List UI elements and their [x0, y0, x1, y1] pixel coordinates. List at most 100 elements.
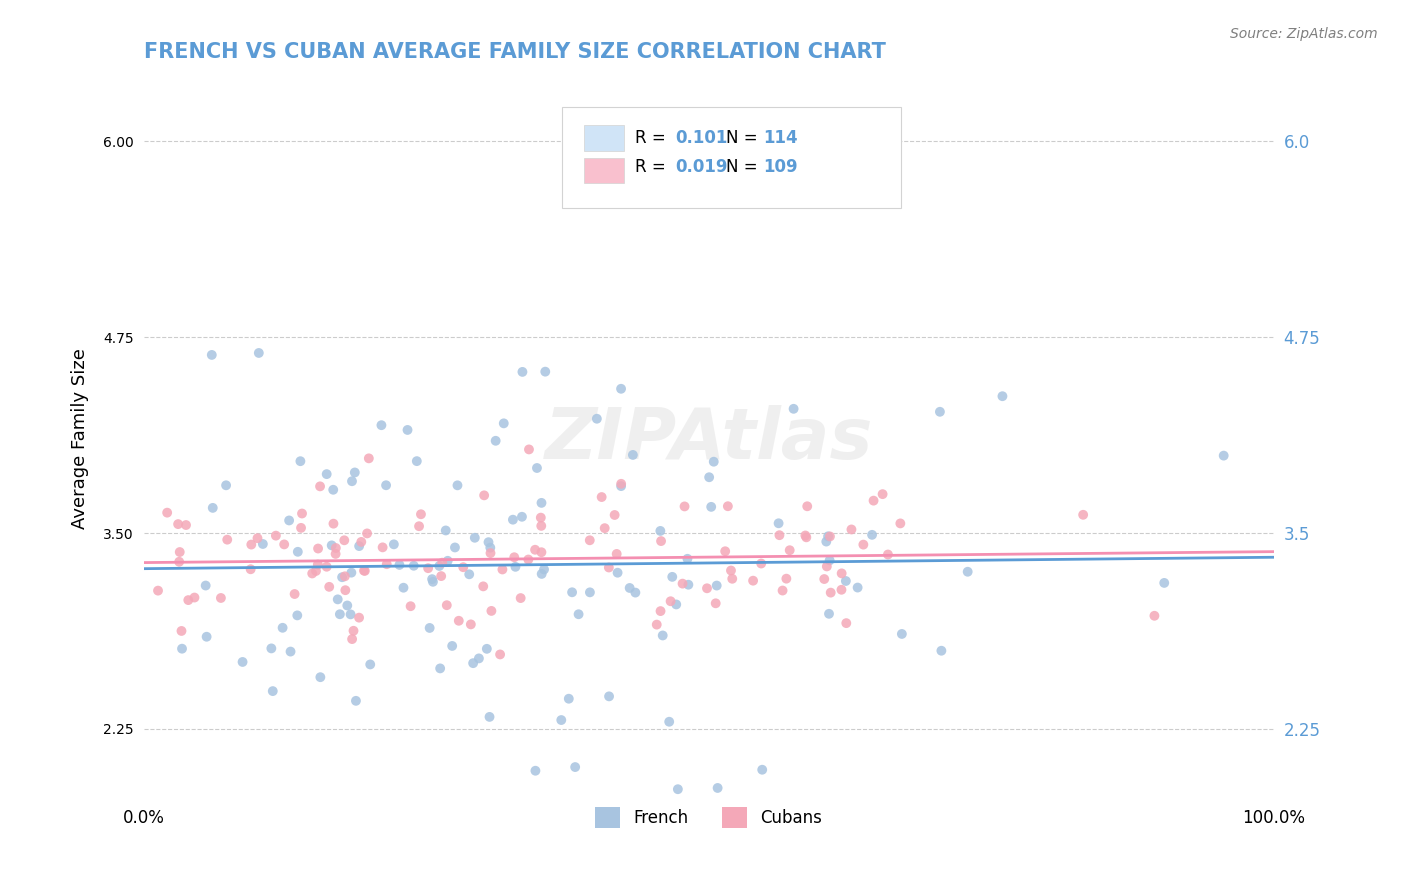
French [422, 574, 444, 589]
French [621, 448, 644, 462]
French [510, 509, 533, 524]
Cubans [399, 599, 422, 614]
French [260, 641, 283, 656]
French [485, 434, 508, 448]
Cubans [841, 523, 863, 537]
French [321, 538, 343, 552]
French [347, 539, 370, 553]
Cubans [217, 533, 239, 547]
Cubans [170, 624, 193, 638]
Cubans [156, 506, 179, 520]
French [278, 513, 301, 527]
French [666, 782, 689, 797]
Text: R =: R = [636, 129, 671, 147]
Cubans [239, 562, 262, 576]
French [340, 474, 363, 488]
Cubans [273, 537, 295, 551]
French [359, 657, 381, 672]
French [170, 641, 193, 656]
Cubans [416, 561, 439, 575]
Cubans [481, 604, 503, 618]
Cubans [318, 580, 340, 594]
Text: Source: ZipAtlas.com: Source: ZipAtlas.com [1230, 27, 1378, 41]
Cubans [209, 591, 232, 605]
Cubans [530, 510, 553, 524]
Cubans [603, 508, 626, 522]
French [665, 598, 688, 612]
Cubans [342, 624, 364, 638]
Cubans [852, 538, 875, 552]
French [375, 478, 398, 492]
Cubans [169, 545, 191, 559]
French [247, 346, 270, 360]
French [624, 585, 647, 599]
Cubans [357, 451, 380, 466]
French [420, 572, 443, 586]
Cubans [472, 579, 495, 593]
Text: N =: N = [725, 129, 762, 147]
Cubans [356, 526, 378, 541]
French [396, 423, 419, 437]
Cubans [606, 547, 628, 561]
French [502, 513, 524, 527]
French [232, 655, 254, 669]
French [309, 670, 332, 684]
Cubans [671, 576, 693, 591]
Cubans [650, 534, 672, 549]
French [931, 644, 953, 658]
French [287, 545, 309, 559]
Cubans [815, 559, 838, 574]
French [703, 455, 725, 469]
Cubans [610, 476, 633, 491]
French [533, 562, 555, 576]
Cubans [408, 519, 430, 533]
French [336, 599, 359, 613]
French [598, 690, 620, 704]
Cubans [717, 500, 740, 514]
Text: 0.019: 0.019 [675, 158, 727, 177]
French [463, 656, 485, 670]
Cubans [177, 593, 200, 607]
Cubans [284, 587, 307, 601]
Cubans [174, 518, 197, 533]
Cubans [1071, 508, 1094, 522]
French [706, 780, 728, 795]
French [290, 454, 312, 468]
French [477, 535, 499, 549]
Cubans [167, 517, 190, 532]
Cubans [333, 569, 356, 583]
Cubans [307, 558, 329, 572]
Cubans [645, 617, 668, 632]
French [676, 551, 699, 566]
Cubans [305, 564, 328, 578]
French [444, 541, 467, 555]
French [195, 630, 218, 644]
Cubans [325, 547, 347, 561]
Cubans [818, 529, 841, 543]
Cubans [333, 533, 356, 548]
French [568, 607, 591, 622]
French [991, 389, 1014, 403]
French [330, 570, 353, 584]
French [564, 760, 586, 774]
Cubans [436, 598, 458, 612]
FancyBboxPatch shape [562, 107, 901, 209]
FancyBboxPatch shape [585, 126, 624, 151]
Cubans [183, 591, 205, 605]
Cubans [290, 521, 312, 535]
French [392, 581, 415, 595]
Cubans [325, 541, 347, 555]
French [194, 578, 217, 592]
Text: 0.101: 0.101 [675, 129, 727, 147]
Cubans [720, 564, 742, 578]
Cubans [530, 519, 553, 533]
Text: R =: R = [636, 158, 671, 177]
French [530, 496, 553, 510]
French [929, 405, 952, 419]
Cubans [491, 562, 513, 576]
French [835, 574, 858, 588]
Legend: French, Cubans: French, Cubans [589, 801, 830, 834]
French [1212, 449, 1234, 463]
Cubans [598, 560, 620, 574]
Cubans [830, 582, 852, 597]
